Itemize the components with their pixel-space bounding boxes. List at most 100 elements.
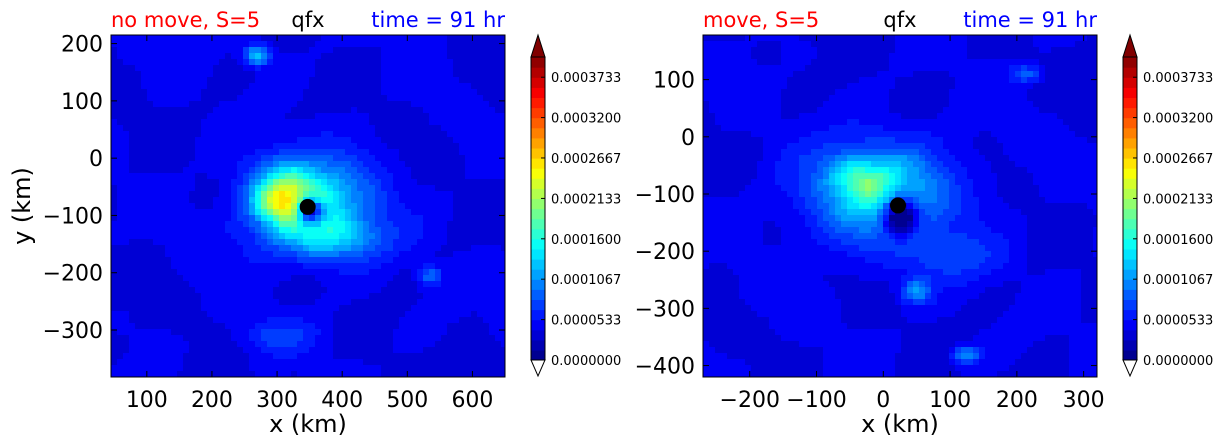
heatmap-cell xyxy=(219,173,225,179)
heatmap-cell xyxy=(405,71,411,77)
heatmap-cell xyxy=(141,149,147,155)
heatmap-cell xyxy=(739,131,745,137)
heatmap-cell xyxy=(213,95,219,101)
heatmap-cell xyxy=(411,275,417,281)
heatmap-cell xyxy=(351,89,357,95)
heatmap-cell xyxy=(327,149,333,155)
heatmap-cell xyxy=(1063,77,1069,83)
heatmap-cell xyxy=(973,71,979,77)
heatmap-cell xyxy=(135,53,141,59)
heatmap-cell xyxy=(399,227,405,233)
heatmap-cell xyxy=(441,107,447,113)
heatmap-cell xyxy=(859,89,865,95)
heatmap-cell xyxy=(225,311,231,317)
heatmap-cell xyxy=(375,107,381,113)
heatmap-cell xyxy=(871,65,877,71)
heatmap-cell xyxy=(183,239,189,245)
heatmap-cell xyxy=(153,77,159,83)
heatmap-cell xyxy=(387,221,393,227)
heatmap-cell xyxy=(375,209,381,215)
heatmap-cell xyxy=(207,131,213,137)
heatmap-cell xyxy=(165,371,171,377)
heatmap-cell xyxy=(393,71,399,77)
heatmap-cell xyxy=(501,71,505,77)
heatmap-cell xyxy=(303,359,309,365)
heatmap-cell xyxy=(315,173,321,179)
heatmap-cell xyxy=(769,71,775,77)
colorbar-band xyxy=(531,158,545,169)
heatmap-cell xyxy=(171,137,177,143)
heatmap-cell xyxy=(411,245,417,251)
heatmap-cell xyxy=(285,113,291,119)
heatmap-cell xyxy=(769,83,775,89)
heatmap-cell xyxy=(703,41,709,47)
heatmap-cell xyxy=(369,305,375,311)
heatmap-cell xyxy=(465,239,471,245)
heatmap-cell xyxy=(727,35,733,41)
heatmap-cell xyxy=(369,53,375,59)
heatmap-cell xyxy=(733,137,739,143)
heatmap-cell xyxy=(477,125,483,131)
heatmap-cell xyxy=(495,137,501,143)
heatmap-cell xyxy=(213,215,219,221)
heatmap-cell xyxy=(423,101,429,107)
heatmap-cell xyxy=(279,185,285,191)
heatmap-cell xyxy=(129,149,135,155)
heatmap-cell xyxy=(207,125,213,131)
heatmap-cell xyxy=(447,257,453,263)
heatmap-cell xyxy=(1027,119,1033,125)
heatmap-cell xyxy=(357,101,363,107)
heatmap-cell xyxy=(435,173,441,179)
heatmap-cell xyxy=(261,65,267,71)
heatmap-cell xyxy=(279,179,285,185)
heatmap-cell xyxy=(793,89,799,95)
heatmap-cell xyxy=(129,197,135,203)
heatmap-cell xyxy=(345,179,351,185)
heatmap-cell xyxy=(147,65,153,71)
heatmap-cell xyxy=(255,59,261,65)
heatmap-cell xyxy=(955,59,961,65)
heatmap-cell xyxy=(447,221,453,227)
heatmap-cell xyxy=(261,311,267,317)
heatmap-cell xyxy=(123,209,129,215)
heatmap-cell xyxy=(201,167,207,173)
heatmap-cell xyxy=(201,59,207,65)
heatmap-cell xyxy=(351,233,357,239)
heatmap-cell xyxy=(429,89,435,95)
heatmap-cell xyxy=(153,239,159,245)
heatmap-cell xyxy=(703,65,709,71)
heatmap-cell xyxy=(949,113,955,119)
heatmap-cell xyxy=(195,203,201,209)
heatmap-cell xyxy=(477,65,483,71)
heatmap-cell xyxy=(327,299,333,305)
heatmap-cell xyxy=(177,197,183,203)
heatmap-cell xyxy=(321,35,327,41)
heatmap-cell xyxy=(303,185,309,191)
heatmap-cell xyxy=(775,77,781,83)
heatmap-cell xyxy=(297,281,303,287)
heatmap-cell xyxy=(219,245,225,251)
heatmap-cell xyxy=(465,197,471,203)
heatmap-cell xyxy=(931,101,937,107)
heatmap-cell xyxy=(405,233,411,239)
heatmap-cell xyxy=(141,245,147,251)
heatmap-cell xyxy=(447,287,453,293)
heatmap-cell xyxy=(123,155,129,161)
heatmap-cell xyxy=(171,281,177,287)
heatmap-cell xyxy=(129,53,135,59)
heatmap-cell xyxy=(141,233,147,239)
heatmap-cell xyxy=(369,275,375,281)
heatmap-cell xyxy=(381,119,387,125)
heatmap-cell xyxy=(1027,89,1033,95)
heatmap-cell xyxy=(195,83,201,89)
heatmap-cell xyxy=(243,71,249,77)
heatmap-cell xyxy=(177,263,183,269)
heatmap-cell xyxy=(429,251,435,257)
heatmap-cell xyxy=(273,299,279,305)
heatmap-cell xyxy=(925,89,931,95)
heatmap-cell xyxy=(841,35,847,41)
heatmap-cell xyxy=(315,107,321,113)
heatmap-cell xyxy=(315,101,321,107)
heatmap-cell xyxy=(495,197,501,203)
heatmap-cell xyxy=(733,41,739,47)
